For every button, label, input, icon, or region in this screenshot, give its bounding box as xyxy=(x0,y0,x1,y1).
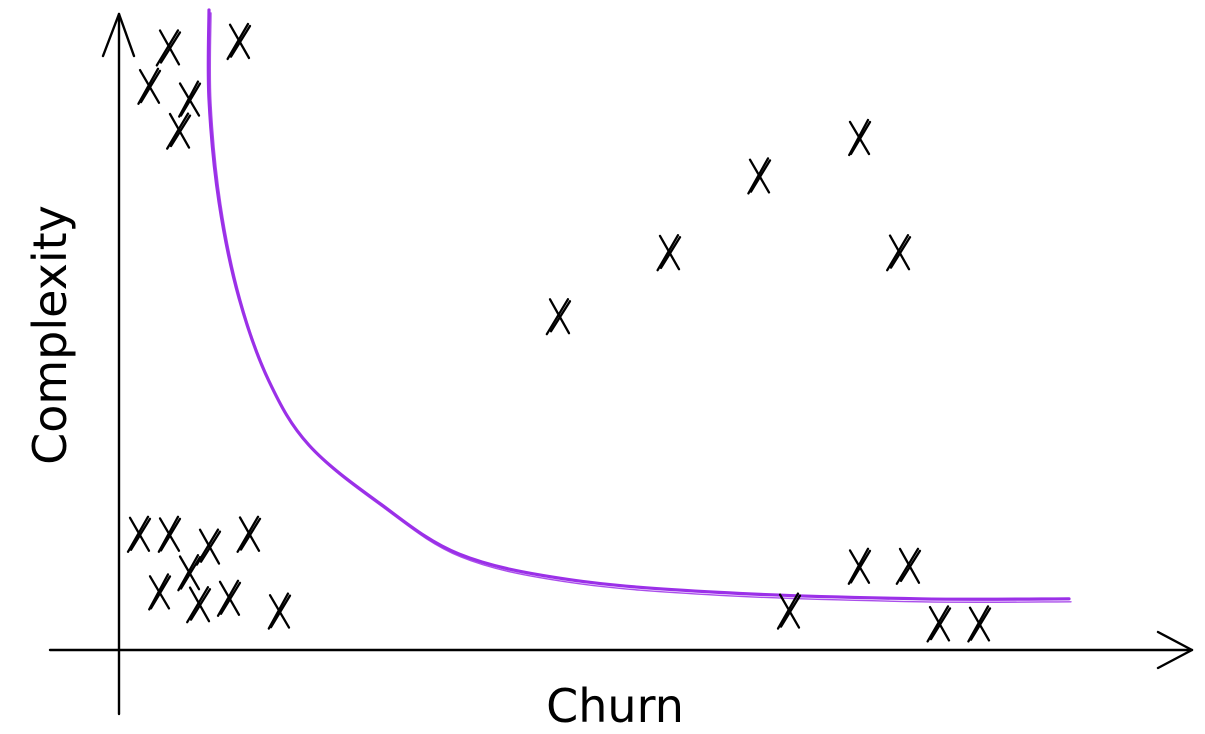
data-point-x-mark xyxy=(895,547,922,585)
data-point-x-mark xyxy=(967,605,992,643)
data-point-x-mark xyxy=(155,29,182,67)
data-point-x-mark xyxy=(236,515,262,553)
data-point-x-mark xyxy=(747,157,772,195)
data-point-x-mark xyxy=(656,234,682,272)
data-point-x-mark xyxy=(847,547,872,585)
data-point-x-mark xyxy=(848,118,872,157)
boundary-curve xyxy=(206,8,1071,601)
data-point-x-mark xyxy=(166,112,192,150)
data-point-x-mark xyxy=(226,22,252,61)
boundary-curve-echo xyxy=(209,12,1072,603)
data-point-x-mark xyxy=(776,592,802,630)
data-point-x-mark xyxy=(186,586,212,624)
data-point-x-mark xyxy=(126,515,152,553)
data-point-x-mark xyxy=(137,67,162,105)
data-point-x-mark xyxy=(157,515,182,553)
data-point-x-mark xyxy=(177,554,202,592)
x-axis-label: Churn xyxy=(546,679,684,733)
y-axis-arrowhead xyxy=(101,12,136,58)
data-point-x-mark xyxy=(195,528,222,566)
data-point-x-mark xyxy=(545,298,572,336)
data-point-markers xyxy=(126,22,992,643)
data-point-x-mark xyxy=(926,605,952,643)
x-axis-arrowhead xyxy=(1156,630,1194,670)
y-axis-label: Complexity xyxy=(23,205,77,465)
data-point-x-mark xyxy=(886,234,912,272)
data-point-x-mark xyxy=(216,579,242,617)
data-point-x-mark xyxy=(178,80,202,118)
data-point-x-mark xyxy=(267,592,292,630)
data-point-x-mark xyxy=(148,573,172,611)
